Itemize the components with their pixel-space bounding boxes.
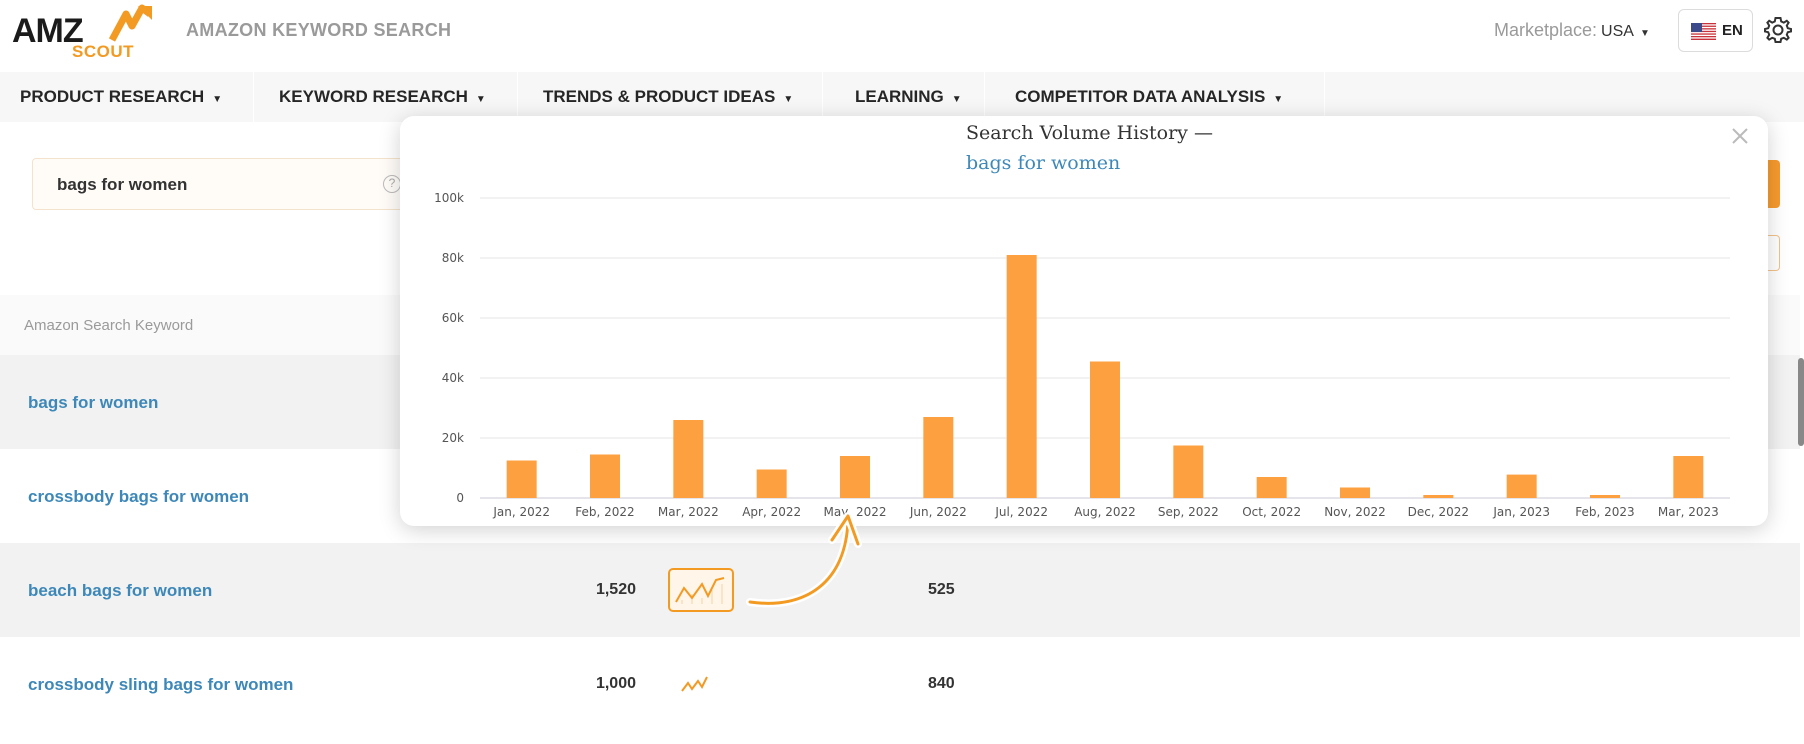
x-tick-label: Jan, 2022 xyxy=(492,505,550,519)
main-nav: PRODUCT RESEARCH ▼ KEYWORD RESEARCH ▼ TREN… xyxy=(0,72,1804,122)
marketplace-label: Marketplace: xyxy=(1494,20,1598,40)
top-header: AMZ SCOUT AMAZON KEYWORD SEARCH Marketpl… xyxy=(0,0,1804,70)
table-row: crossbody sling bags for women 1,000 840 xyxy=(0,637,1800,731)
x-tick-label: Dec, 2022 xyxy=(1408,505,1469,519)
search-input-value: bags for women xyxy=(57,175,188,194)
secondary-button[interactable] xyxy=(1760,235,1780,271)
marketplace-value: USA xyxy=(1601,23,1634,40)
chart-bar xyxy=(1173,445,1204,498)
trend-chart-icon[interactable] xyxy=(680,673,708,697)
scrollbar-thumb[interactable] xyxy=(1798,358,1804,446)
chart-bar xyxy=(673,420,704,498)
caret-down-icon: ▼ xyxy=(212,94,223,105)
keyword-link[interactable]: bags for women xyxy=(28,393,159,412)
caret-down-icon: ▼ xyxy=(951,94,962,105)
search-volume: 1,000 xyxy=(595,675,636,692)
keyword-link[interactable]: crossbody sling bags for women xyxy=(28,675,294,694)
y-tick-label: 80k xyxy=(442,251,464,265)
language-button[interactable]: EN xyxy=(1678,9,1753,52)
chart-bar xyxy=(1256,477,1287,498)
x-tick-label: Jun, 2022 xyxy=(909,505,967,519)
us-flag-icon xyxy=(1691,23,1716,40)
table-row: beach bags for women 1,520 525 xyxy=(0,543,1800,637)
nav-label: KEYWORD RESEARCH xyxy=(279,87,468,106)
metric-value: 840 xyxy=(928,675,955,692)
logo-amz-text: AMZ xyxy=(12,12,84,50)
chart-bar xyxy=(1673,456,1704,498)
x-tick-label: Mar, 2023 xyxy=(1658,505,1719,519)
table-row: crossbody bags for women xyxy=(0,449,1800,543)
nav-learning[interactable]: LEARNING ▼ xyxy=(835,72,985,122)
nav-label: COMPETITOR DATA ANALYSIS xyxy=(1015,87,1266,106)
metric-value: 525 xyxy=(928,581,955,598)
close-icon[interactable] xyxy=(1728,124,1752,148)
x-tick-label: Nov, 2022 xyxy=(1324,505,1386,519)
chart-bar xyxy=(590,454,620,498)
nav-label: LEARNING xyxy=(855,87,944,106)
popup-title: Search Volume History — xyxy=(966,122,1213,144)
y-tick-label: 60k xyxy=(442,311,464,325)
chart-bar xyxy=(1423,495,1454,498)
x-tick-label: Mar, 2022 xyxy=(658,505,719,519)
nav-label: PRODUCT RESEARCH xyxy=(20,87,205,106)
help-icon[interactable]: ? xyxy=(383,175,401,193)
y-tick-label: 100k xyxy=(434,191,464,205)
nav-keyword-research[interactable]: KEYWORD RESEARCH ▼ xyxy=(259,72,518,122)
x-tick-label: Oct, 2022 xyxy=(1242,505,1301,519)
language-label: EN xyxy=(1722,22,1743,39)
keyword-link[interactable]: beach bags for women xyxy=(28,581,213,600)
chart-bar xyxy=(1006,255,1037,498)
column-header-keyword[interactable]: Amazon Search Keyword xyxy=(24,317,194,334)
amzscout-logo[interactable]: AMZ SCOUT xyxy=(12,4,153,62)
y-tick-label: 20k xyxy=(442,431,464,445)
nav-competitor-data-analysis[interactable]: COMPETITOR DATA ANALYSIS ▼ xyxy=(995,72,1325,122)
annotation-arrow-icon xyxy=(746,512,862,608)
y-tick-label: 0 xyxy=(456,491,464,505)
search-volume-bar-chart: 0 20k 40k 60k 80k 100k Jan, 2022 Feb, 2022 Mar, … xyxy=(434,191,1730,519)
chart-bar xyxy=(756,469,787,498)
chart-bar xyxy=(1506,474,1537,498)
chart-bar xyxy=(506,460,537,498)
x-tick-label: Feb, 2023 xyxy=(1575,505,1634,519)
x-tick-label: Aug, 2022 xyxy=(1074,505,1136,519)
caret-down-icon: ▼ xyxy=(1639,28,1650,39)
x-tick-label: Feb, 2022 xyxy=(575,505,634,519)
search-volume: 1,520 xyxy=(595,581,636,598)
marketplace-selector[interactable]: Marketplace: USA ▼ xyxy=(1494,20,1650,41)
nav-label: TRENDS & PRODUCT IDEAS xyxy=(543,87,776,106)
logo-arrow-icon xyxy=(108,4,153,42)
logo-scout-text: SCOUT xyxy=(72,42,134,61)
chart-bar xyxy=(1340,487,1370,498)
keyword-link[interactable]: crossbody bags for women xyxy=(28,487,250,506)
x-tick-label: May, 2022 xyxy=(824,505,887,519)
gear-icon[interactable] xyxy=(1764,16,1792,44)
keyword-search-input[interactable]: bags for women ? xyxy=(32,158,410,210)
chart-bar xyxy=(1090,361,1120,498)
trend-line-icon xyxy=(675,577,725,604)
search-volume-history-popup: 0 20k 40k 60k 80k 100k Jan, 2022 Feb, 2022 Mar, … xyxy=(400,116,1768,526)
x-tick-label: Sep, 2022 xyxy=(1158,505,1219,519)
caret-down-icon: ▼ xyxy=(475,94,486,105)
x-tick-label: Jul, 2022 xyxy=(994,505,1048,519)
x-tick-label: Apr, 2022 xyxy=(742,505,801,519)
nav-product-research[interactable]: PRODUCT RESEARCH ▼ xyxy=(0,72,254,122)
caret-down-icon: ▼ xyxy=(1273,94,1284,105)
chart-bar xyxy=(1590,495,1620,498)
chart-bar xyxy=(923,417,954,498)
caret-down-icon: ▼ xyxy=(783,94,794,105)
nav-trends-product-ideas[interactable]: TRENDS & PRODUCT IDEAS ▼ xyxy=(523,72,823,122)
app-title: AMAZON KEYWORD SEARCH xyxy=(186,20,452,40)
popup-keyword: bags for women xyxy=(966,152,1121,174)
trend-chart-button[interactable] xyxy=(668,568,734,612)
x-tick-label: Jan, 2023 xyxy=(1492,505,1550,519)
y-tick-label: 40k xyxy=(442,371,464,385)
chart-bar xyxy=(840,456,870,498)
